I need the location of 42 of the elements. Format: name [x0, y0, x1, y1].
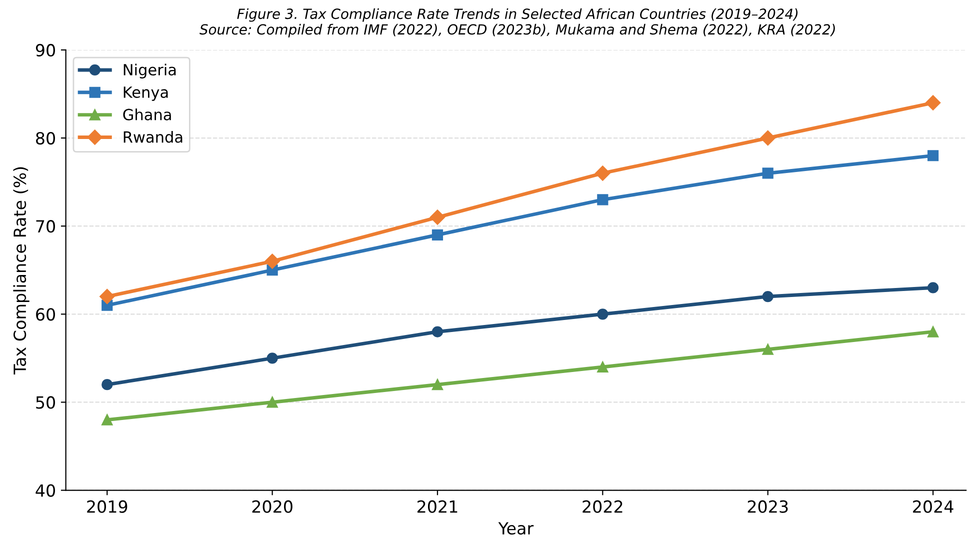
x-tick-label: 2021 [417, 500, 458, 513]
legend-label: Rwanda [124, 130, 182, 143]
point [595, 166, 610, 181]
point [102, 379, 113, 390]
source-note: Source: Compiled from IMF (2022), OECD (2023b), Mukama and Shema (2022), KRA (2022) [200, 24, 835, 38]
legend-label: Ghana [123, 108, 171, 120]
point [927, 150, 939, 162]
point [430, 210, 446, 225]
x-tick-label: 2022 [582, 500, 622, 513]
x-tick-label: 2024 [913, 500, 954, 513]
point [597, 194, 608, 206]
point [762, 344, 774, 355]
x-tick-label: 2019 [87, 500, 128, 513]
y-tick-label: 50 [36, 396, 55, 409]
legend-label: Kenya [124, 86, 168, 101]
point [264, 254, 280, 269]
point [432, 379, 444, 390]
point [102, 414, 113, 426]
point [432, 326, 444, 338]
point [760, 130, 776, 146]
point [266, 352, 278, 364]
point [597, 361, 608, 373]
y-axis-title: Tax Compliance Rate (%) [13, 167, 30, 374]
point [762, 290, 774, 302]
point [432, 229, 444, 240]
y-tick-label: 80 [36, 132, 55, 145]
x-tick-label: 2020 [252, 500, 292, 513]
point [266, 396, 278, 408]
point [925, 95, 941, 110]
y-tick-label: 60 [36, 308, 55, 321]
y-tick-label: 90 [36, 44, 55, 57]
point [927, 282, 939, 294]
y-tick-label: 70 [36, 220, 55, 233]
chart-title: Figure 3. Tax Compliance Rate Trends in Selected African Countries (2019–2024) [237, 8, 798, 22]
point [100, 288, 115, 304]
point [927, 326, 939, 338]
x-axis-title: Year [498, 522, 534, 535]
x-tick-label: 2023 [748, 500, 788, 513]
legend-label: Nigeria [124, 64, 176, 78]
y-tick-label: 40 [36, 484, 55, 497]
point [597, 308, 608, 320]
point [762, 168, 774, 179]
